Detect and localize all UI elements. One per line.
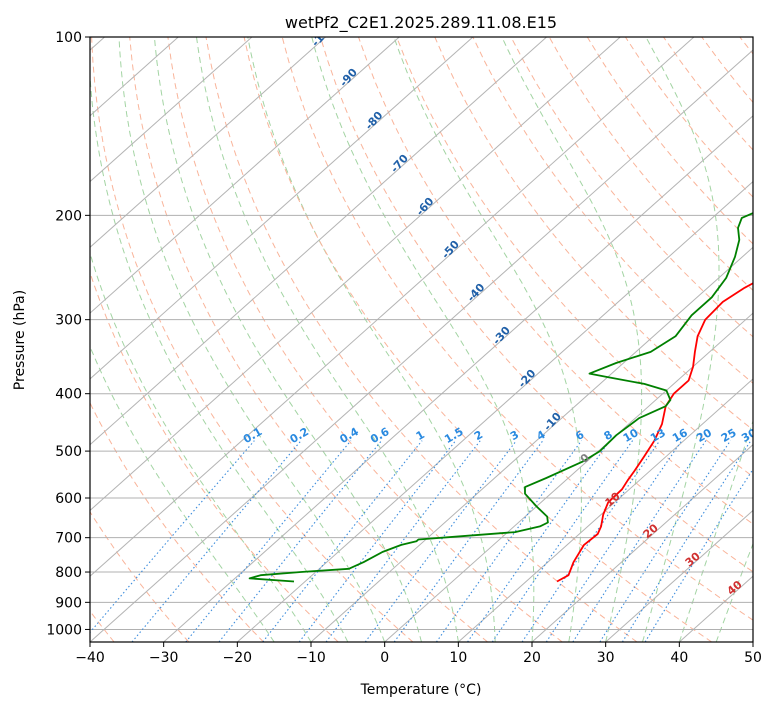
y-tick-label: 700 xyxy=(55,531,82,547)
x-tick-label: −10 xyxy=(296,650,326,666)
mixing-ratio-line xyxy=(218,440,383,642)
plot-area: 0.10.20.40.611.52346810131620253036-100-… xyxy=(90,37,759,642)
dry-adiabat-line xyxy=(319,37,753,573)
y-tick-label: 1000 xyxy=(46,622,82,638)
moist-adiabat-line xyxy=(501,37,643,642)
y-tick-label: 200 xyxy=(55,208,82,224)
y-axis: 100 200 300 400 500 600 700 800 900 1000 xyxy=(46,30,90,638)
moist-adiabat-line xyxy=(153,37,422,642)
dry-adiabat-line xyxy=(129,37,488,642)
x-tick-label: 40 xyxy=(670,650,688,666)
mixing-ratio-lines xyxy=(90,440,753,642)
mixing-ratio-line xyxy=(364,440,517,642)
x-tick-label: −20 xyxy=(223,650,253,666)
mixing-ratio-line xyxy=(599,440,731,642)
mixing-ratio-line xyxy=(185,440,352,642)
mixing-ratio-line xyxy=(621,440,752,642)
chart-title: wetPf2_C2E1.2025.289.11.08.E15 xyxy=(285,13,557,33)
dry-adiabat-line xyxy=(358,37,753,525)
isotherm-line xyxy=(90,37,253,183)
mixing-ratio-line xyxy=(572,440,707,642)
x-tick-label: −40 xyxy=(75,650,105,666)
mixing-ratio-line xyxy=(521,440,661,642)
dry-adiabat-line xyxy=(205,37,638,642)
isotherm-line xyxy=(531,444,753,642)
isotherm-line xyxy=(310,246,753,642)
moist-adiabat-line xyxy=(90,345,275,642)
dry-adiabat-line xyxy=(434,37,753,431)
moist-adiabat-line xyxy=(196,37,459,642)
x-tick-label: 10 xyxy=(449,650,467,666)
y-tick-label: 100 xyxy=(55,30,82,46)
y-tick-label: 900 xyxy=(55,595,82,611)
isotherm-line xyxy=(458,378,753,642)
x-tick-label: −30 xyxy=(149,650,179,666)
isotherm-line xyxy=(90,37,621,512)
isotherm-line xyxy=(90,49,753,642)
x-tick-label: 30 xyxy=(597,650,615,666)
mixing-ratio-label: 30 xyxy=(739,426,759,445)
plot-frame xyxy=(89,36,754,643)
x-tick-label: 0 xyxy=(380,650,389,666)
dry-adiabat-line xyxy=(472,37,753,384)
isotherm-line xyxy=(90,37,400,314)
dry-adiabat-line xyxy=(396,37,753,478)
y-axis-label: Pressure (hPa) xyxy=(12,290,28,390)
x-tick-label: 20 xyxy=(523,650,541,666)
dry-adiabats xyxy=(90,37,753,642)
y-tick-label: 400 xyxy=(55,387,82,403)
temperature-profile-line xyxy=(556,282,753,583)
moist-adiabat-line xyxy=(90,69,349,642)
mixing-ratio-line xyxy=(644,468,753,642)
dry-adiabat-line xyxy=(90,510,190,642)
moist-adiabat-line xyxy=(642,37,720,642)
dry-adiabat-line xyxy=(167,37,563,642)
profile-series xyxy=(248,212,753,583)
dry-adiabat-line xyxy=(510,37,753,338)
dry-adiabat-line xyxy=(548,37,753,292)
isotherm-line xyxy=(163,115,753,642)
moist-adiabat-line xyxy=(393,37,582,642)
dry-adiabat-line xyxy=(90,271,339,642)
mixing-ratio-line xyxy=(491,440,634,642)
moist-adiabat-line xyxy=(247,37,496,642)
mixing-ratio-line xyxy=(393,440,544,642)
isotherm-line xyxy=(90,37,695,577)
mixing-ratio-line xyxy=(262,440,423,642)
x-axis-label: Temperature (°C) xyxy=(360,682,482,698)
mixing-ratio-line xyxy=(90,440,255,634)
x-tick-label: 50 xyxy=(744,650,762,666)
moist-adiabat-line xyxy=(311,37,535,642)
isotherms xyxy=(90,37,753,642)
moist-adiabat-line xyxy=(90,251,312,642)
y-tick-label: 600 xyxy=(55,491,82,507)
isotherm-line xyxy=(605,509,753,642)
y-tick-label: 800 xyxy=(55,565,82,581)
mixing-ratio-line xyxy=(545,440,683,642)
dry-adiabat-line xyxy=(281,37,753,621)
y-tick-label: 500 xyxy=(55,444,82,460)
x-axis: −40 −30 −20 −10 0 10 20 30 40 50 xyxy=(75,642,762,666)
mixing-ratio-line xyxy=(467,440,611,642)
y-tick-label: 300 xyxy=(55,313,82,329)
moist-adiabat-line xyxy=(715,542,753,642)
isotherm-line xyxy=(384,312,753,642)
isotherm-line xyxy=(90,37,474,380)
moist-adiabat-line xyxy=(678,419,753,642)
isotherm-line xyxy=(90,37,326,249)
isotherm-line xyxy=(90,37,547,446)
isotherm-line xyxy=(237,180,753,642)
dewpoint-profile-line xyxy=(248,212,753,583)
